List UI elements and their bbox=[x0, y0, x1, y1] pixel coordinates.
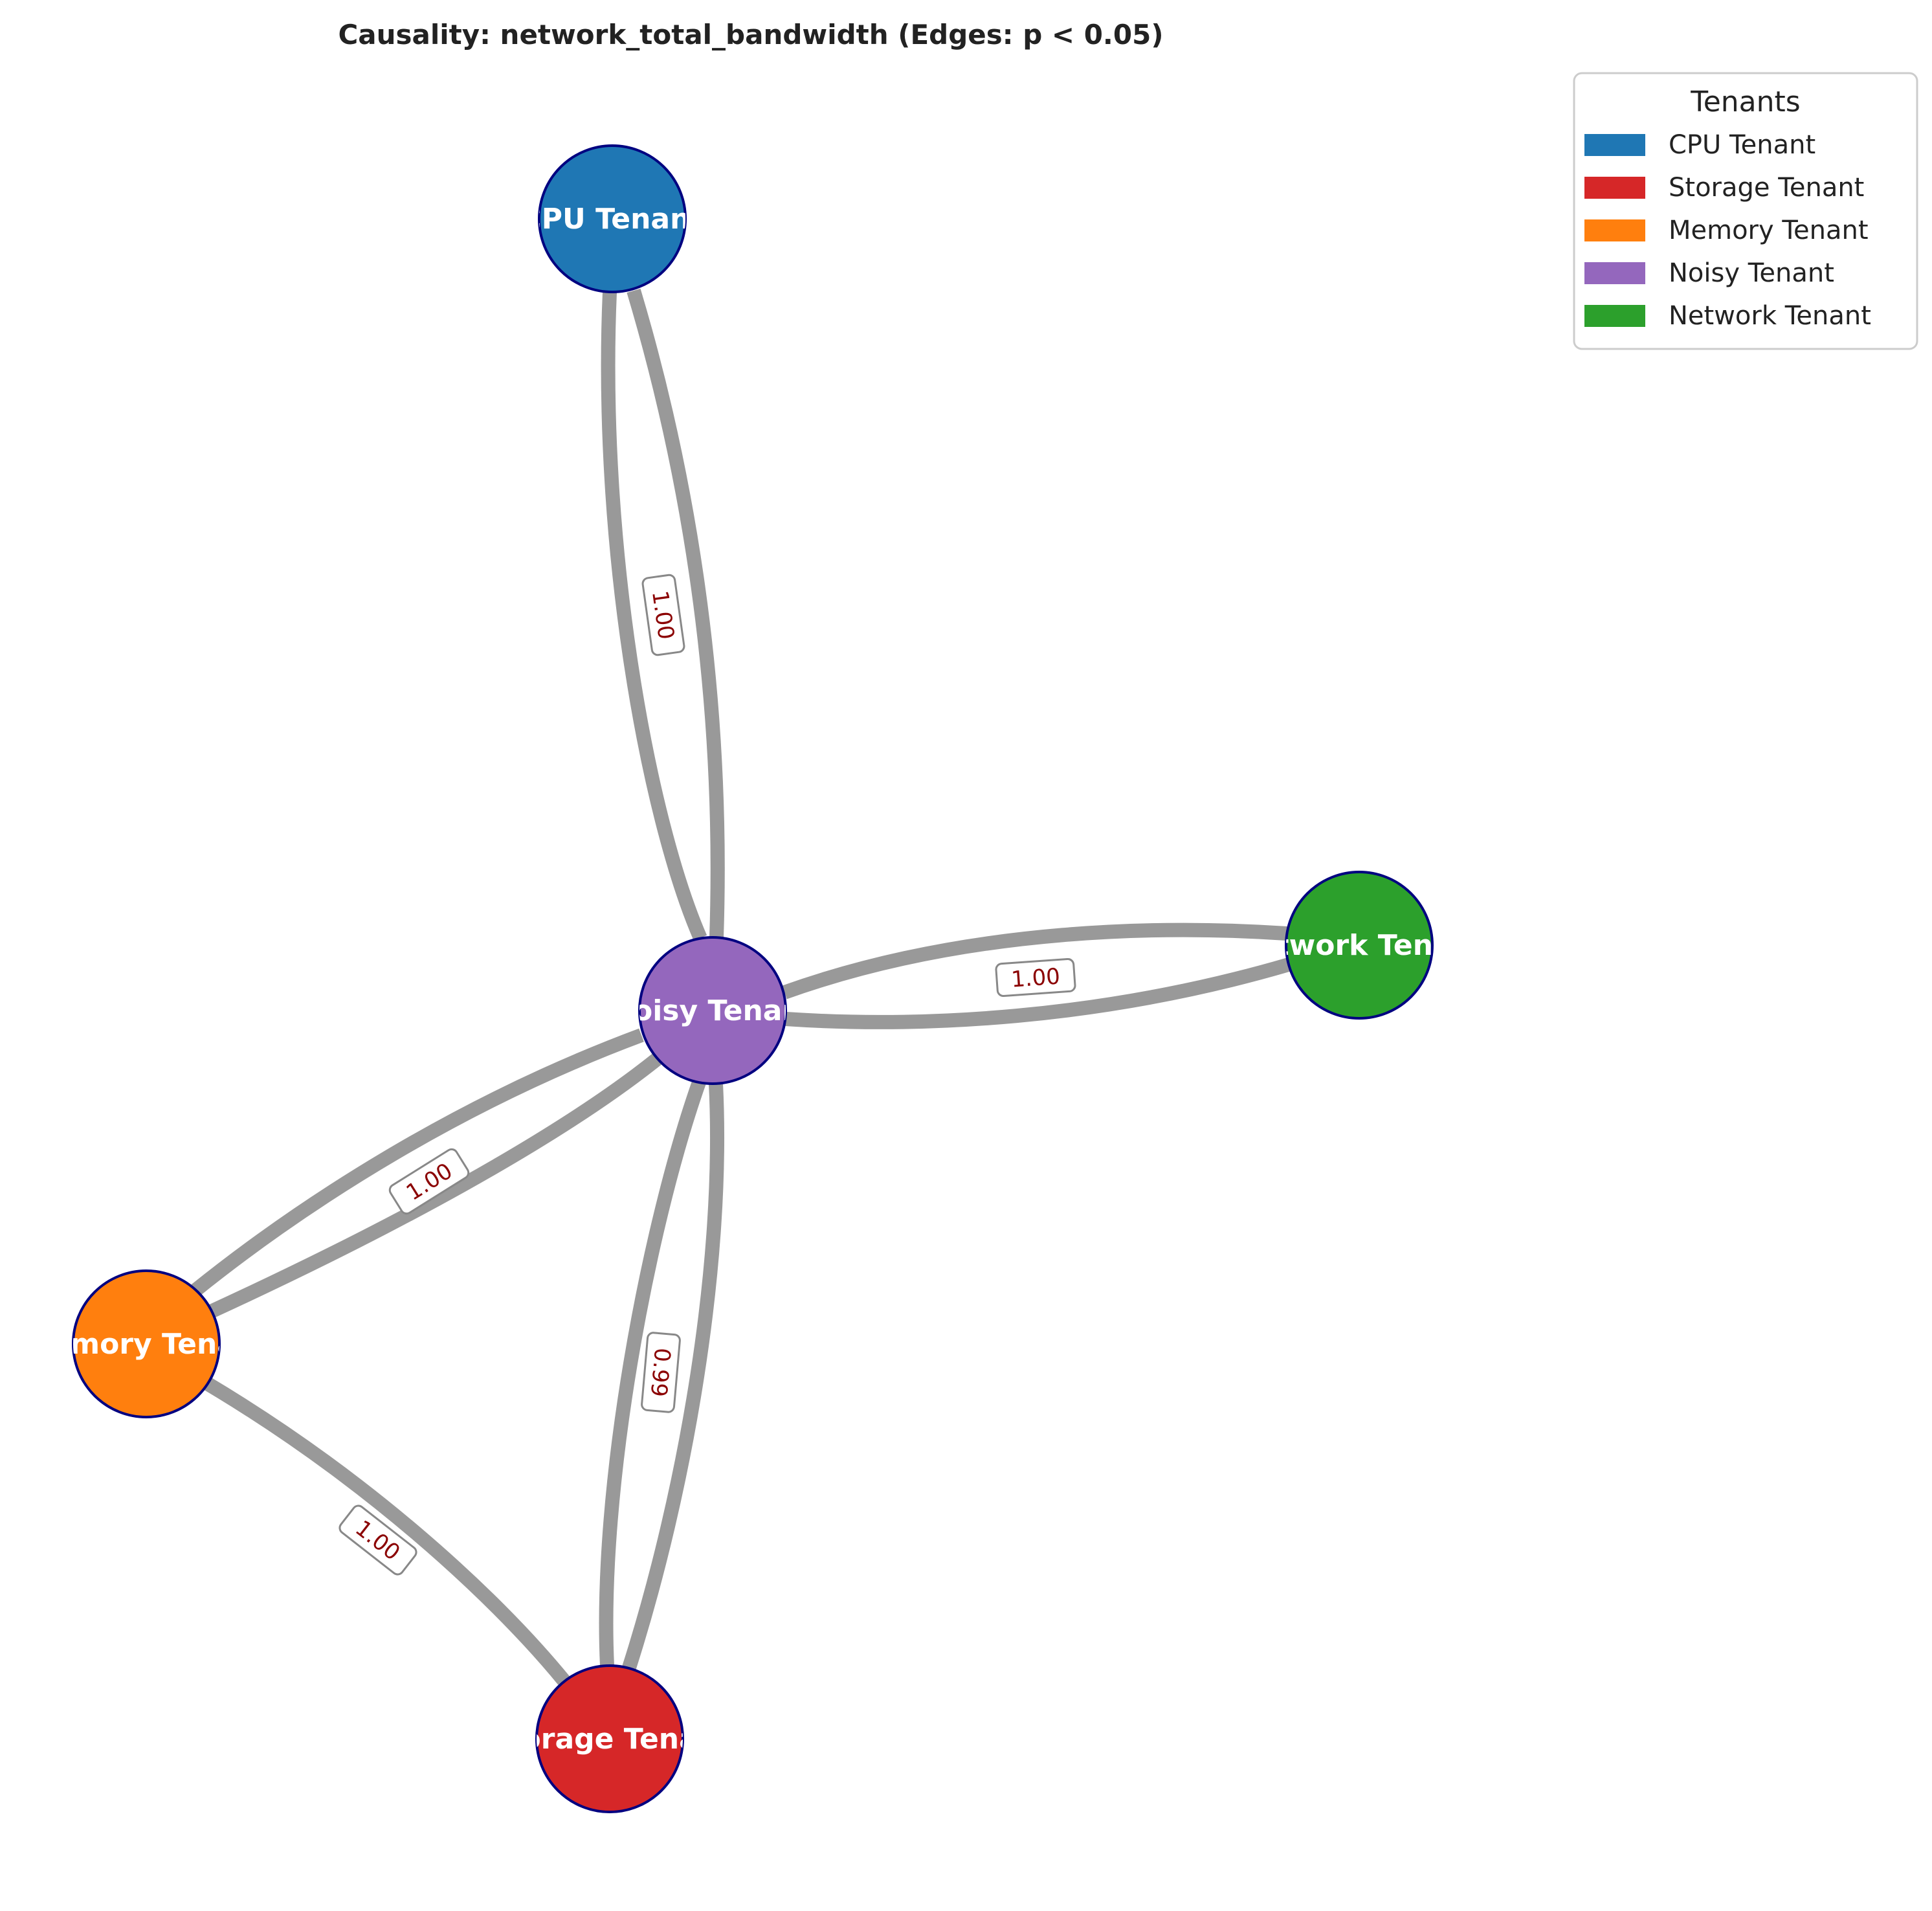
node-cpu-circle bbox=[539, 146, 685, 292]
node-storage[interactable]: Storage Tenant bbox=[487, 1664, 732, 1813]
legend: Tenants CPU Tenant Storage Tenant Memory… bbox=[1573, 72, 1918, 350]
node-label-storage: Storage Tenant bbox=[487, 1723, 732, 1756]
node-network-circle bbox=[1286, 872, 1432, 1018]
legend-label: Storage Tenant bbox=[1669, 173, 1864, 203]
edge-noisy-to-storage bbox=[599, 1080, 706, 1666]
legend-box bbox=[1573, 72, 1918, 350]
legend-label: Noisy Tenant bbox=[1669, 258, 1834, 288]
legend-label: Memory Tenant bbox=[1669, 216, 1869, 245]
node-border bbox=[72, 1269, 221, 1418]
edge-label-noisy-storage: 0.99 bbox=[641, 1332, 681, 1413]
legend-swatch bbox=[1584, 219, 1645, 241]
edge-network-to-noisy bbox=[785, 957, 1291, 1029]
edge-labels: 1.00 1.00 1.00 0.99 1.00 bbox=[339, 574, 1076, 1576]
node-border bbox=[1285, 871, 1434, 1020]
node-memory[interactable]: Memory Tenant bbox=[23, 1269, 271, 1418]
legend-label: Network Tenant bbox=[1669, 301, 1871, 331]
node-label-network: Network Tenant bbox=[1232, 929, 1486, 962]
legend-swatch bbox=[1584, 177, 1645, 199]
node-label-noisy: Noisy Tenant bbox=[609, 994, 816, 1027]
edge-cpu-to-noisy bbox=[601, 292, 707, 941]
edge-label-memory-storage: 1.00 bbox=[339, 1504, 417, 1576]
node-border bbox=[538, 144, 687, 293]
node-border bbox=[535, 1664, 684, 1813]
node-noisy[interactable]: Noisy Tenant bbox=[609, 936, 816, 1085]
edge-label-text: 0.99 bbox=[645, 1347, 675, 1398]
edge-label-cpu-noisy: 1.00 bbox=[641, 574, 685, 656]
legend-title: Tenants bbox=[1690, 85, 1800, 118]
edge-storage-to-noisy bbox=[622, 1083, 725, 1670]
edge-memory-to-storage bbox=[203, 1377, 570, 1686]
edge-noisy-to-network bbox=[782, 922, 1287, 1000]
node-network[interactable]: Network Tenant bbox=[1232, 871, 1486, 1020]
legend-swatch bbox=[1584, 134, 1645, 156]
node-cpu[interactable]: CPU Tenant bbox=[521, 144, 704, 293]
node-storage-circle bbox=[537, 1666, 683, 1812]
node-label-memory: Memory Tenant bbox=[23, 1328, 271, 1361]
edges bbox=[190, 288, 1291, 1686]
legend-swatch bbox=[1584, 305, 1645, 327]
edge-noisy-to-memory bbox=[190, 1028, 644, 1297]
legend-swatch bbox=[1584, 262, 1645, 284]
node-noisy-circle bbox=[639, 937, 786, 1084]
chart-title: Causality: network_total_bandwidth (Edge… bbox=[338, 19, 1163, 50]
edge-memory-to-noisy bbox=[208, 1053, 661, 1318]
node-memory-circle bbox=[73, 1271, 219, 1417]
edge-noisy-to-cpu bbox=[627, 288, 725, 938]
edge-label-text: 1.00 bbox=[1010, 963, 1061, 992]
node-border bbox=[638, 936, 787, 1085]
edge-label-noisy-network: 1.00 bbox=[995, 957, 1076, 998]
node-label-cpu: CPU Tenant bbox=[521, 203, 704, 236]
legend-label: CPU Tenant bbox=[1669, 130, 1815, 160]
